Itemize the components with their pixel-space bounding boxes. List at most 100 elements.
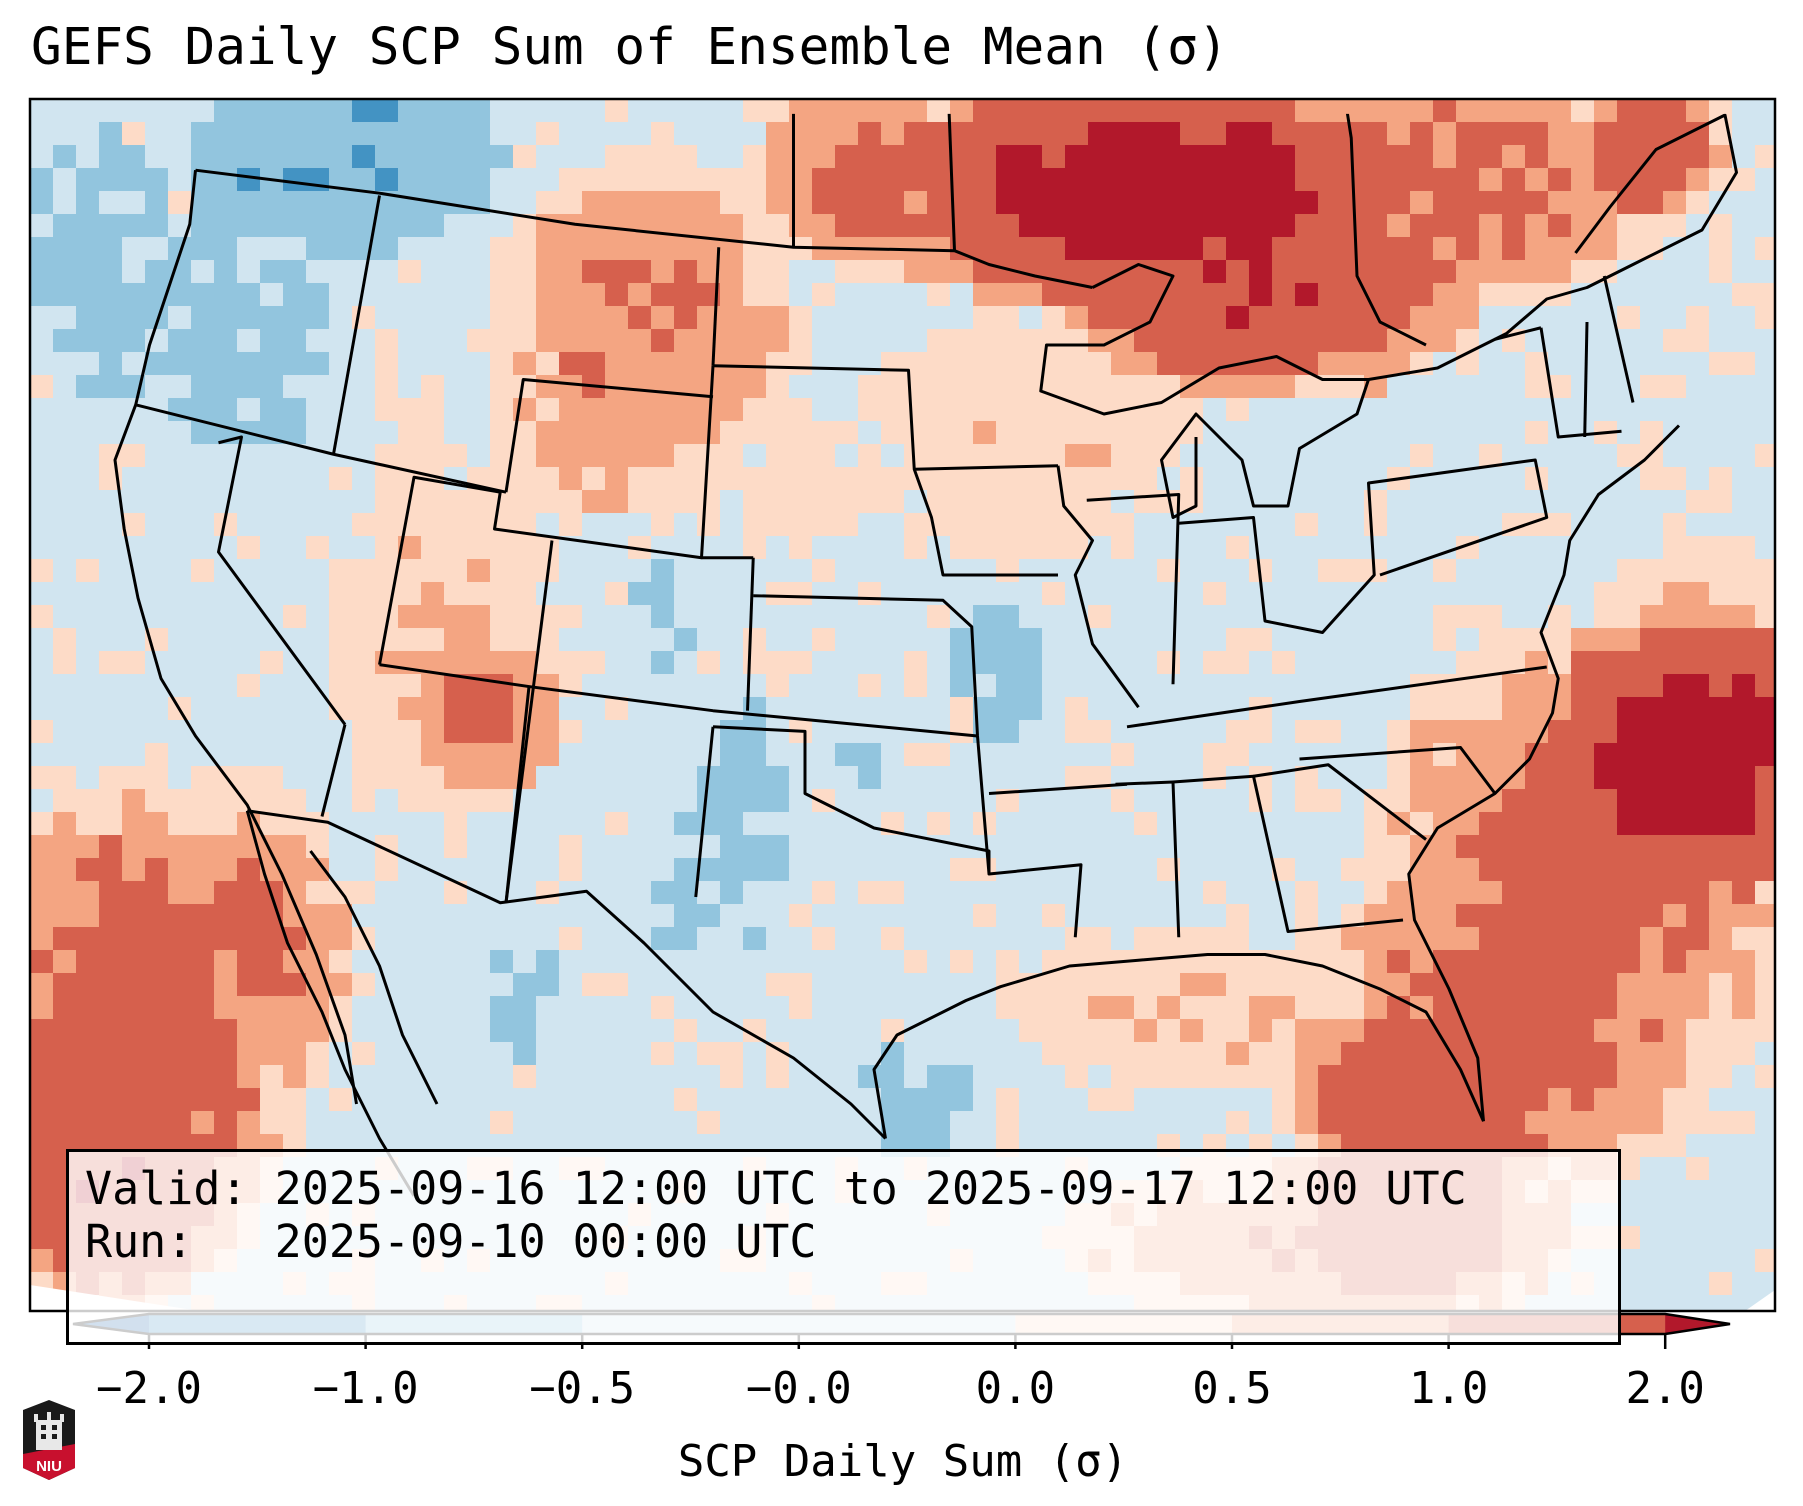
field-cell	[214, 329, 238, 353]
field-cell	[1203, 536, 1227, 560]
field-cell	[628, 582, 652, 606]
field-cell	[1479, 1042, 1503, 1066]
field-cell	[1111, 1065, 1135, 1089]
field-cell	[1709, 467, 1733, 491]
field-cell	[1709, 214, 1733, 238]
field-cell	[950, 950, 974, 974]
field-cell	[352, 628, 376, 652]
field-cell	[237, 99, 261, 123]
field-cell	[697, 513, 721, 537]
field-cell	[490, 283, 514, 307]
field-cell	[283, 375, 307, 399]
field-cell	[398, 237, 422, 261]
field-cell	[1019, 559, 1043, 583]
field-cell	[1019, 766, 1043, 790]
field-cell	[1157, 237, 1181, 261]
field-cell	[1525, 904, 1549, 928]
field-cell	[1295, 651, 1319, 675]
field-cell	[628, 881, 652, 905]
field-cell	[1663, 191, 1687, 215]
field-cell	[191, 421, 215, 445]
field-cell	[743, 490, 767, 514]
field-cell	[513, 1019, 537, 1043]
field-cell	[1341, 720, 1365, 744]
field-cell	[1249, 421, 1273, 445]
field-cell	[1755, 283, 1775, 307]
chart-title: GEFS Daily SCP Sum of Ensemble Mean (σ)	[31, 18, 1229, 77]
field-cell	[1295, 881, 1319, 905]
field-cell	[1594, 444, 1618, 468]
field-cell	[1134, 674, 1158, 698]
field-cell	[812, 260, 836, 284]
field-cell	[237, 904, 261, 928]
field-cell	[1433, 191, 1457, 215]
field-cell	[1732, 444, 1756, 468]
field-cell	[122, 122, 146, 146]
field-cell	[904, 444, 928, 468]
field-cell	[1134, 743, 1158, 767]
field-cell	[260, 283, 284, 307]
field-cell	[30, 237, 54, 261]
field-cell	[1617, 674, 1641, 698]
field-cell	[1134, 490, 1158, 514]
field-cell	[375, 306, 399, 330]
field-cell	[1732, 605, 1756, 629]
field-cell	[53, 628, 77, 652]
field-cell	[904, 283, 928, 307]
field-cell	[812, 1042, 836, 1066]
field-cell	[1364, 720, 1388, 744]
field-cell	[237, 1088, 261, 1112]
field-cell	[352, 398, 376, 422]
field-cell	[996, 490, 1020, 514]
field-cell	[191, 490, 215, 514]
field-cell	[1663, 881, 1687, 905]
field-cell	[1502, 766, 1526, 790]
field-cell	[1111, 99, 1135, 123]
field-cell	[76, 191, 100, 215]
field-cell	[1663, 467, 1687, 491]
field-cell	[1272, 789, 1296, 813]
field-cell	[536, 260, 560, 284]
field-cell	[950, 720, 974, 744]
field-cell	[1732, 398, 1756, 422]
field-cell	[720, 1042, 744, 1066]
field-cell	[145, 1111, 169, 1135]
field-cell	[536, 858, 560, 882]
field-cell	[1617, 329, 1641, 353]
field-cell	[996, 927, 1020, 951]
field-cell	[490, 536, 514, 560]
field-cell	[1502, 743, 1526, 767]
field-cell	[1088, 306, 1112, 330]
field-cell	[835, 1111, 859, 1135]
field-cell	[605, 651, 629, 675]
field-cell	[605, 145, 629, 169]
field-cell	[1341, 996, 1365, 1020]
field-cell	[1594, 605, 1618, 629]
field-cell	[858, 628, 882, 652]
field-cell	[674, 996, 698, 1020]
field-cell	[720, 467, 744, 491]
field-cell	[352, 996, 376, 1020]
field-cell	[904, 743, 928, 767]
field-cell	[122, 99, 146, 123]
field-cell	[122, 1088, 146, 1112]
field-cell	[283, 766, 307, 790]
field-cell	[628, 858, 652, 882]
field-cell	[260, 927, 284, 951]
field-cell	[168, 904, 192, 928]
field-cell	[30, 789, 54, 813]
field-cell	[697, 858, 721, 882]
field-cell	[1732, 1042, 1756, 1066]
field-cell	[375, 375, 399, 399]
field-cell	[53, 605, 77, 629]
field-cell	[375, 858, 399, 882]
field-cell	[467, 1042, 491, 1066]
field-cell	[53, 490, 77, 514]
field-cell	[1709, 1042, 1733, 1066]
field-cell	[1387, 812, 1411, 836]
field-cell	[858, 214, 882, 238]
field-cell	[904, 214, 928, 238]
field-cell	[1617, 306, 1641, 330]
field-cell	[720, 605, 744, 629]
boundary-line	[320, 724, 347, 817]
